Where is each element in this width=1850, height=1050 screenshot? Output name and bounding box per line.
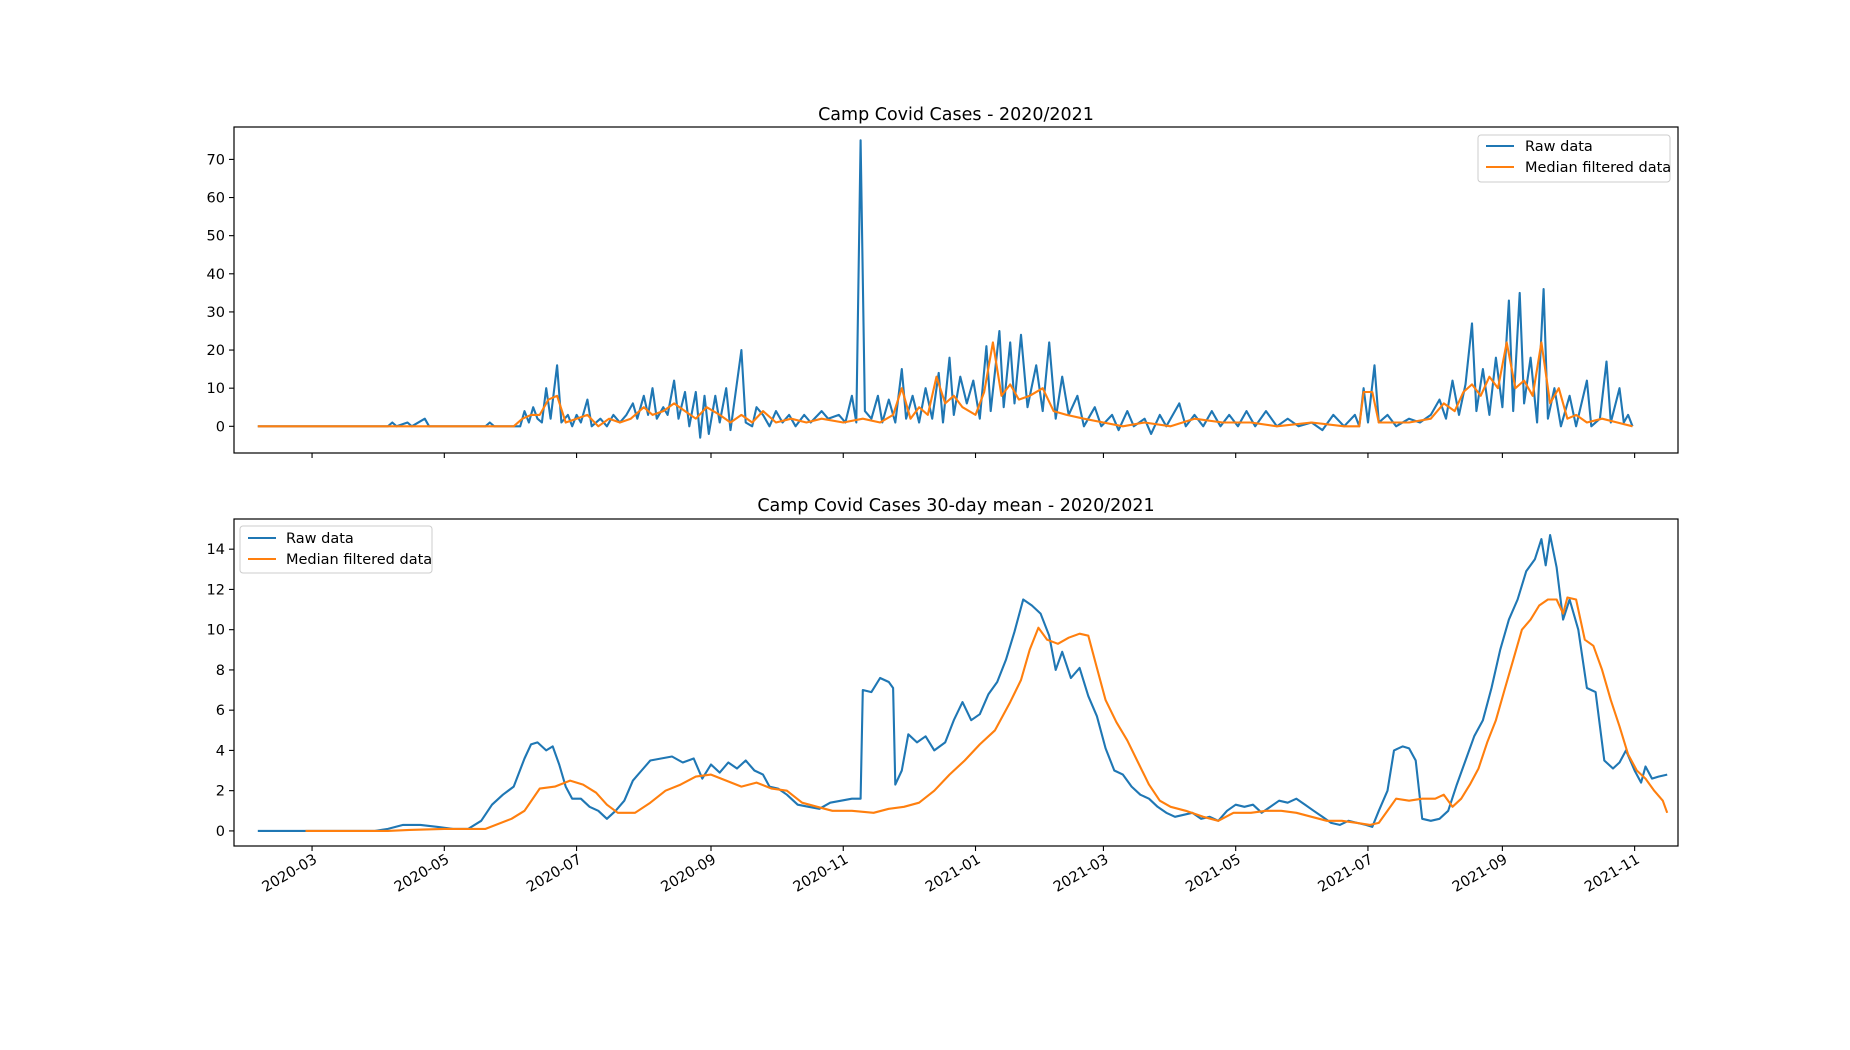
legend-box	[1477, 134, 1671, 183]
series-raw-data-line	[257, 534, 1668, 832]
legend-label-raw: Raw data	[1525, 139, 1593, 155]
y-tick-label: 6	[216, 703, 225, 719]
legend-label-filtered: Median filtered data	[1525, 160, 1671, 176]
y-tick-label: 60	[207, 191, 225, 207]
y-tick-label: 2	[216, 784, 225, 800]
chart-bottom-title: Camp Covid Cases 30-day mean - 2020/2021	[757, 496, 1154, 516]
chart-bottom-plot-area	[257, 534, 1669, 832]
series-raw-data-line	[257, 139, 1634, 439]
legend-label-raw: Raw data	[286, 531, 354, 547]
chart-top-x-axis	[311, 453, 1636, 458]
chart-top-title: Camp Covid Cases - 2020/2021	[818, 105, 1094, 125]
y-tick-label: 14	[207, 542, 225, 558]
chart-top-y-axis: 0 10 20 30 40 50 60 70	[207, 152, 234, 435]
chart-top-legend: Raw data Median filtered data	[1477, 134, 1671, 183]
chart-bottom-legend: Raw data Median filtered data	[239, 525, 433, 574]
y-tick-label: 40	[207, 267, 225, 283]
y-tick-label: 12	[207, 582, 225, 598]
legend-label-filtered: Median filtered data	[286, 552, 432, 568]
y-tick-label: 0	[216, 824, 225, 840]
series-median-filtered-line	[257, 341, 1633, 428]
legend-box	[239, 525, 433, 574]
y-tick-label: 70	[207, 152, 225, 168]
y-tick-label: 0	[216, 419, 225, 435]
y-tick-label: 20	[207, 343, 225, 359]
y-tick-label: 10	[207, 623, 225, 639]
chart-top-frame	[233, 126, 1679, 454]
chart-top: Camp Covid Cases - 2020/2021 0 10 20 30 40 50…	[207, 105, 1679, 458]
y-tick-label: 50	[207, 229, 225, 245]
series-median-filtered-line	[305, 596, 1669, 832]
chart-bottom-y-axis: 0 2 4 6 8 10 12 14	[207, 542, 234, 840]
y-tick-label: 30	[207, 305, 225, 321]
chart-top-plot-area	[257, 139, 1634, 439]
chart-bottom-frame	[233, 518, 1679, 847]
y-tick-label: 8	[216, 663, 225, 679]
y-tick-label: 4	[216, 743, 225, 759]
y-tick-label: 10	[207, 381, 225, 397]
